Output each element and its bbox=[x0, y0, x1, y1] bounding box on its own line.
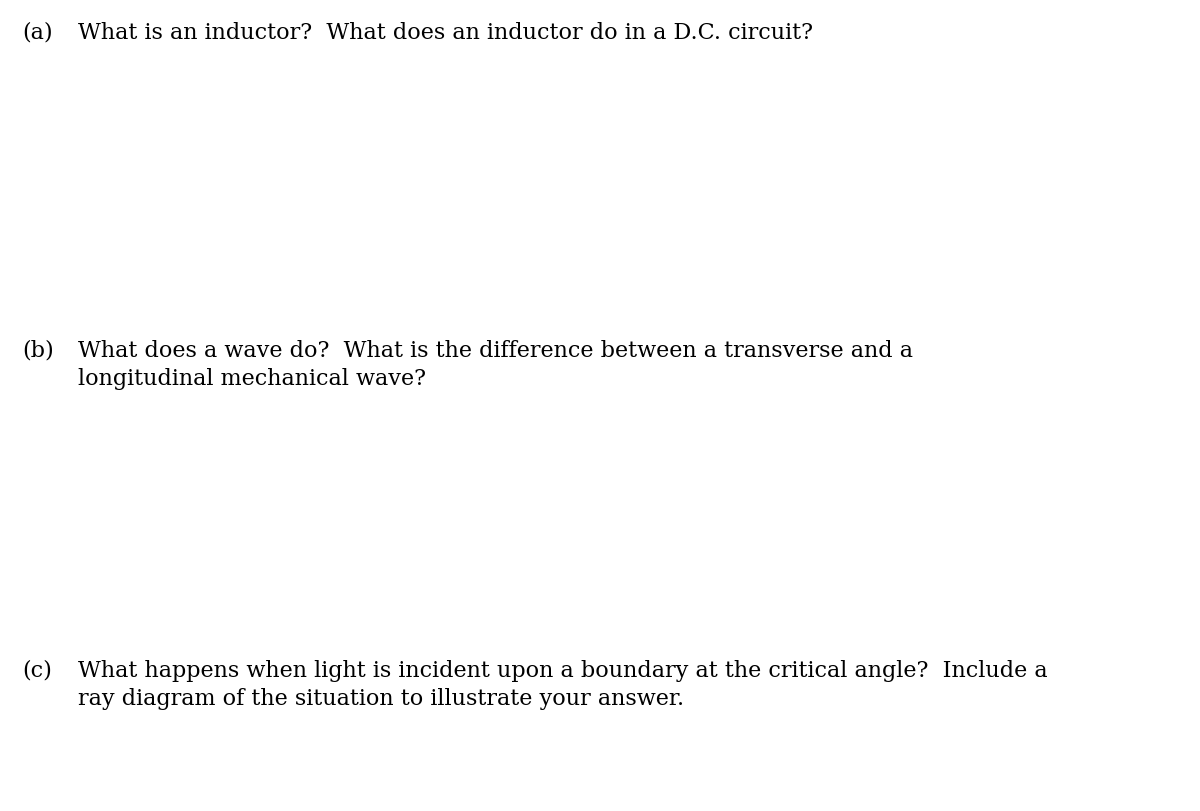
Text: What does a wave do?  What is the difference between a transverse and a: What does a wave do? What is the differe… bbox=[78, 340, 913, 362]
Text: What is an inductor?  What does an inductor do in a D.C. circuit?: What is an inductor? What does an induct… bbox=[78, 22, 814, 44]
Text: What happens when light is incident upon a boundary at the critical angle?  Incl: What happens when light is incident upon… bbox=[78, 659, 1048, 681]
Text: ray diagram of the situation to illustrate your answer.: ray diagram of the situation to illustra… bbox=[78, 687, 684, 709]
Text: (a): (a) bbox=[22, 22, 53, 44]
Text: (c): (c) bbox=[22, 659, 52, 681]
Text: longitudinal mechanical wave?: longitudinal mechanical wave? bbox=[78, 367, 426, 389]
Text: (b): (b) bbox=[22, 340, 54, 362]
